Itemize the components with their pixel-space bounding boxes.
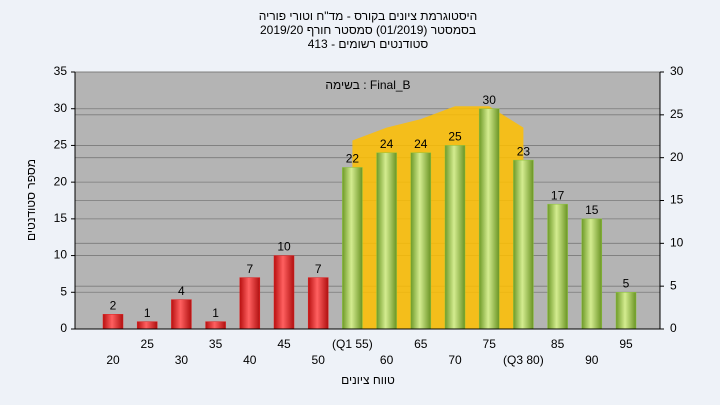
annotation: בשימה : Final_B [325, 78, 410, 92]
bar [478, 108, 500, 330]
chart-title: היסטוגרמת ציונים בקורס - מד"ח וטורי פורי… [259, 9, 477, 23]
y2-tick-label: 10 [670, 236, 684, 250]
y2-tick-label: 0 [670, 321, 677, 335]
y-tick-label: 25 [54, 138, 68, 152]
data-label: 5 [623, 276, 630, 290]
data-label: 22 [346, 152, 360, 166]
data-label: 1 [144, 306, 151, 320]
data-label: 30 [483, 93, 497, 107]
x-tick-label: 75 [483, 337, 497, 351]
data-label: 15 [585, 203, 599, 217]
data-label: 23 [517, 144, 531, 158]
data-label: 10 [277, 240, 291, 254]
x-tick-label: (Q1 55) [332, 337, 373, 351]
data-label: 4 [178, 284, 185, 298]
data-label: 7 [246, 262, 253, 276]
x-tick-label: 65 [414, 337, 428, 351]
y2-tick-label: 25 [670, 107, 684, 121]
bar [205, 321, 226, 330]
y-tick-label: 0 [60, 321, 67, 335]
bar [513, 159, 534, 330]
bar [307, 277, 329, 330]
data-label: 24 [380, 137, 394, 151]
x-tick-label: 35 [209, 337, 223, 351]
data-label: 2 [110, 298, 117, 312]
x-tick-label: 60 [380, 353, 394, 367]
y-tick-label: 35 [54, 64, 68, 78]
x-tick-label: 85 [551, 337, 565, 351]
x-tick-label: 90 [585, 353, 599, 367]
bar [615, 292, 637, 330]
data-label: 25 [448, 130, 462, 144]
y-tick-label: 20 [54, 174, 68, 188]
y-tick-label: 5 [60, 284, 67, 298]
bar [136, 321, 158, 330]
bar [102, 314, 124, 330]
bar [239, 277, 261, 330]
x-tick-label: 50 [312, 353, 326, 367]
bar [376, 152, 397, 330]
chart-subtitle: סטודנטים רשומים - 413 [308, 37, 429, 51]
bar [581, 218, 603, 330]
bar [342, 167, 363, 330]
bar [547, 203, 568, 330]
data-label: 17 [551, 188, 565, 202]
x-tick-label: 70 [448, 353, 462, 367]
y-axis-title: מספר סטודנטים [24, 159, 38, 241]
y2-tick-label: 20 [670, 150, 684, 164]
x-tick-label: 95 [619, 337, 633, 351]
data-label: 1 [212, 306, 219, 320]
x-tick-label: 20 [106, 353, 120, 367]
chart-subtitle: בסמסטר (01/2019) סמסטר חורף 2019/20 [260, 23, 476, 37]
y2-tick-label: 5 [670, 278, 677, 292]
y-tick-label: 15 [54, 211, 68, 225]
data-label: 7 [315, 262, 322, 276]
x-tick-label: 40 [243, 353, 257, 367]
y2-tick-label: 15 [670, 193, 684, 207]
y-tick-label: 30 [54, 101, 68, 115]
x-tick-label: 45 [277, 337, 291, 351]
y-tick-label: 10 [54, 248, 68, 262]
x-tick-label: 25 [141, 337, 155, 351]
bar [171, 299, 192, 330]
bar [273, 255, 295, 330]
y2-tick-label: 30 [670, 64, 684, 78]
bar [444, 145, 466, 330]
x-tick-label: (Q3 80) [503, 353, 544, 367]
bar [410, 152, 432, 330]
x-tick-label: 30 [175, 353, 189, 367]
x-axis-title: טווח ציונים [341, 373, 395, 387]
data-label: 24 [414, 137, 428, 151]
